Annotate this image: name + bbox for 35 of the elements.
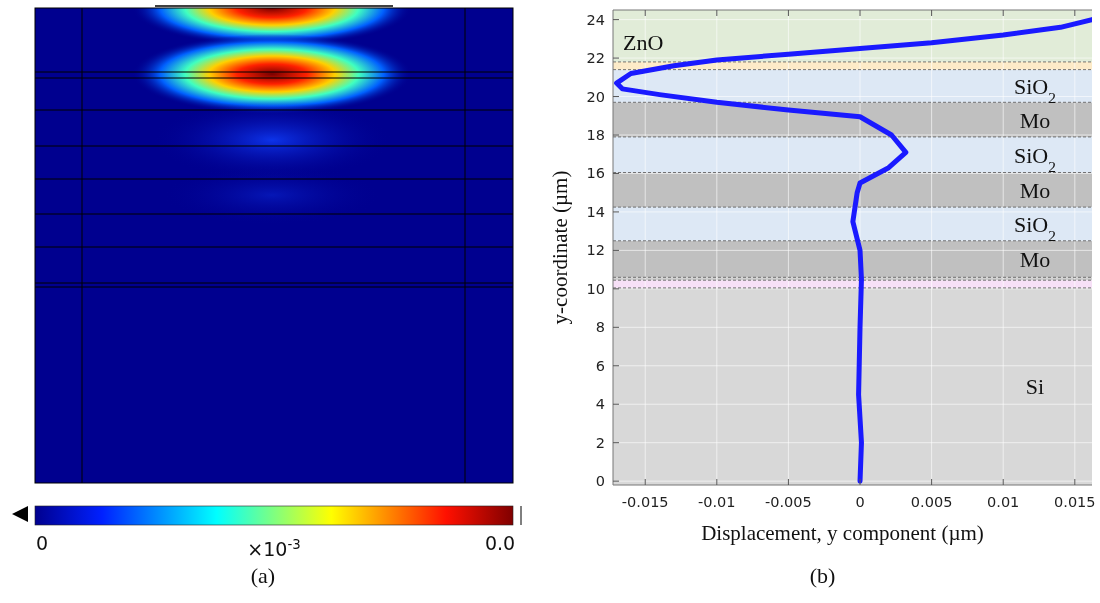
y-tick-label: 6 — [595, 357, 605, 374]
y-tick-label: 16 — [586, 165, 605, 182]
band-label: Mo — [1019, 247, 1051, 273]
band-label: Mo — [1019, 177, 1051, 203]
y-tick-label: 8 — [595, 319, 605, 336]
x-tick-label: 0.01 — [987, 494, 1020, 510]
band-label: SiO$_{2}$ — [1014, 73, 1056, 106]
x-tick-label: -0.005 — [765, 494, 812, 510]
x-tick-label: -0.015 — [621, 494, 669, 510]
band-label: ZnO — [623, 30, 664, 55]
y-tick-label: 24 — [586, 11, 605, 28]
x-tick-label: 0.005 — [910, 494, 953, 510]
y-tick-label: 12 — [586, 242, 605, 259]
y-axis-title: y-coordinate (µm) — [548, 170, 572, 325]
y-tick-label: 18 — [586, 127, 605, 143]
text: (a) — [250, 563, 276, 588]
x-tick-label: 0 — [855, 494, 865, 510]
y-tick-label: 22 — [586, 50, 605, 67]
y-tick-label: 2 — [595, 434, 605, 451]
x-tick-label: 0.015 — [1054, 494, 1096, 510]
text: 0 — [35, 532, 49, 554]
x-tick-label: -0.01 — [698, 494, 736, 510]
y-tick-label: 14 — [586, 203, 605, 220]
text: 0.0 — [484, 532, 516, 554]
y-tick-label: 10 — [586, 280, 605, 297]
band-label: Si — [1025, 374, 1045, 400]
text: (b) — [809, 563, 836, 588]
text: ×10$^{-3}$ — [247, 536, 301, 560]
band-label: SiO$_{2}$ — [1014, 142, 1056, 175]
y-tick-label: 4 — [595, 396, 605, 413]
y-tick-label: 20 — [586, 88, 605, 105]
band-label: SiO$_{2}$ — [1014, 211, 1056, 244]
y-tick-label: 0 — [595, 473, 605, 490]
band-label: Mo — [1019, 107, 1051, 133]
x-axis-title: Displacement, y component (µm) — [701, 521, 984, 545]
